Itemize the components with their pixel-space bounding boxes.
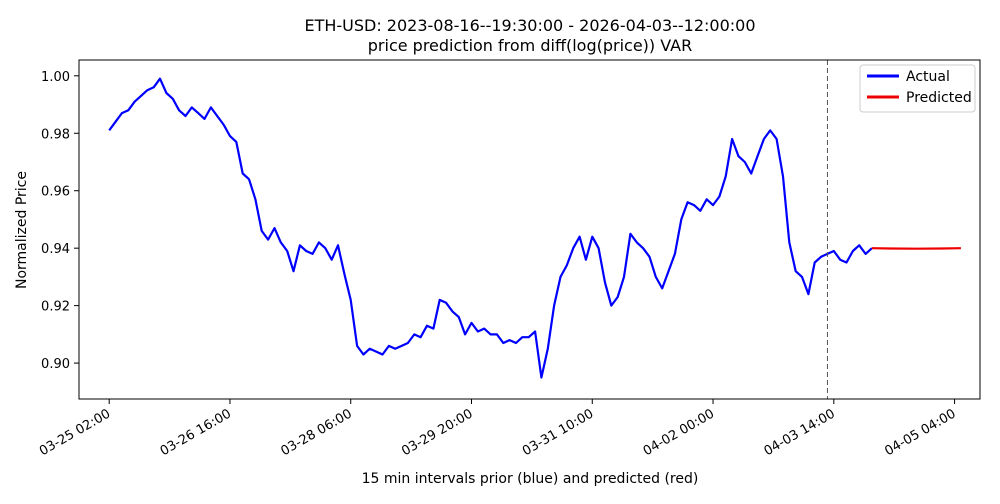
x-axis-ticks: 03-25 02:00 03-26 16:00 03-28 06:00 03-29 2… [37, 399, 959, 459]
x-axis-label: 15 min intervals prior (blue) and predic… [362, 471, 699, 487]
y-tick-label: 1.00 [41, 70, 70, 85]
x-tick-label: 03-25 02:00 [37, 406, 113, 459]
y-tick-label: 0.92 [41, 300, 70, 315]
legend-label-actual: Actual [906, 69, 950, 85]
legend: Actual Predicted [859, 64, 976, 113]
series-line-predicted [871, 247, 961, 250]
y-axis-label: Normalized Price [14, 171, 30, 289]
chart-title: ETH-USD: 2023-08-16--19:30:00 - 2026-04-… [304, 16, 755, 35]
y-tick-label: 0.90 [41, 357, 70, 372]
x-tick-label: 04-05 04:00 [882, 406, 958, 459]
y-tick-label: 0.96 [41, 185, 70, 200]
x-tick-label: 03-31 10:00 [520, 406, 596, 459]
y-tick-label: 0.94 [41, 242, 70, 257]
plot-frame [78, 59, 981, 400]
x-tick-label: 03-26 16:00 [158, 406, 234, 459]
series-line-actual [108, 77, 873, 379]
x-tick-label: 03-29 20:00 [399, 406, 475, 459]
x-tick-label: 04-02 00:00 [641, 406, 717, 459]
x-tick-label: 03-28 06:00 [278, 406, 354, 459]
y-axis-ticks: 0.90 0.92 0.94 0.96 0.98 1.00 [41, 70, 79, 372]
x-tick-label: 04-03 14:00 [762, 406, 838, 459]
legend-label-predicted: Predicted [906, 90, 972, 106]
chart-subtitle: price prediction from diff(log(price)) V… [368, 36, 692, 55]
plot-lines [108, 77, 961, 379]
y-tick-label: 0.98 [41, 127, 70, 142]
